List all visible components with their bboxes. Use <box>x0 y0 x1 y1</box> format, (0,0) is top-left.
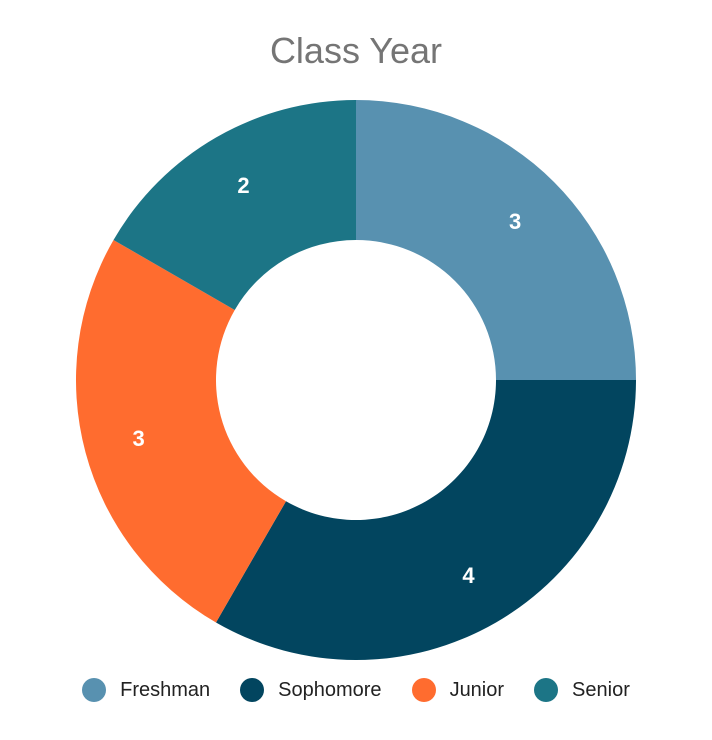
legend-swatch-icon <box>240 678 265 702</box>
legend-label: Senior <box>572 678 630 701</box>
legend-item-sophomore[interactable]: Sophomore <box>240 678 382 702</box>
legend: Freshman Sophomore Junior Senior <box>0 678 712 702</box>
legend-swatch-icon <box>411 678 436 702</box>
data-label-senior: 2 <box>237 173 249 198</box>
data-label-junior: 3 <box>133 426 145 451</box>
legend-item-senior[interactable]: Senior <box>534 678 630 702</box>
legend-swatch-icon <box>534 678 559 702</box>
slice-freshman[interactable] <box>356 100 636 380</box>
legend-label: Junior <box>449 678 505 701</box>
slice-junior[interactable] <box>75 240 286 623</box>
data-label-sophomore: 4 <box>462 563 475 588</box>
legend-item-freshman[interactable]: Freshman <box>82 678 210 702</box>
legend-label: Sophomore <box>278 678 382 701</box>
slice-senior[interactable] <box>113 100 357 310</box>
legend-item-junior[interactable]: Junior <box>411 678 505 702</box>
data-label-freshman: 3 <box>509 209 521 234</box>
chart-title: Class Year <box>269 30 443 71</box>
legend-label: Freshman <box>120 678 211 701</box>
legend-swatch-icon <box>82 678 107 702</box>
slice-sophomore[interactable] <box>216 380 636 660</box>
